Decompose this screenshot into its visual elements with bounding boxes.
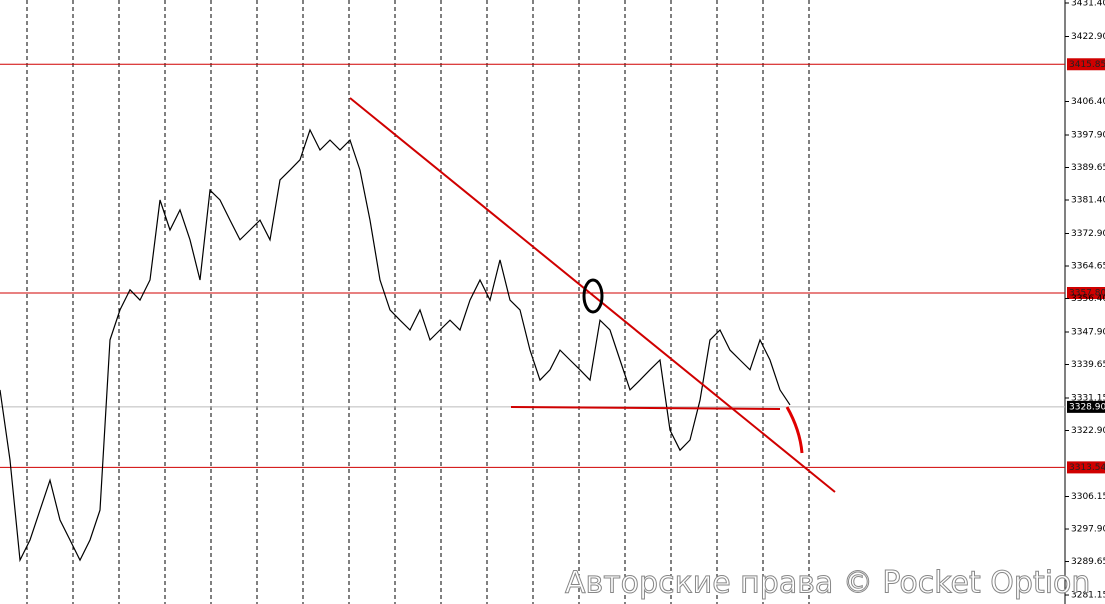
y-tick-label: 3306.15 <box>1071 492 1105 502</box>
highlight-ellipse <box>582 278 604 314</box>
y-tick-label: 3389.65 <box>1071 163 1105 173</box>
y-tick-label: 3431.40 <box>1071 0 1105 8</box>
price-line <box>0 128 791 563</box>
price-level-label: 3328.90 <box>1069 402 1105 412</box>
price-level-label: 3357.80 <box>1069 288 1105 298</box>
y-tick-label: 3406.40 <box>1071 97 1105 107</box>
y-tick-label: 3339.65 <box>1071 360 1105 370</box>
y-tick-label: 3397.90 <box>1071 130 1105 140</box>
y-tick-label: 3289.65 <box>1071 557 1105 567</box>
price-level-box <box>1067 58 1105 71</box>
trendline <box>349 97 836 493</box>
price-level-box <box>1067 400 1105 413</box>
price-level-label: 3313.54 <box>1069 463 1105 473</box>
price-series <box>0 128 791 563</box>
price-level-label: 3415.85 <box>1069 60 1105 70</box>
arrow-curve <box>785 406 804 454</box>
y-tick-label: 3372.90 <box>1071 229 1105 239</box>
price-level-box <box>1067 286 1105 299</box>
price-level-box <box>1067 461 1105 474</box>
y-axis: 3431.40 3422.90 3406.40 3397.90 3389.65 3381.… <box>1065 0 1105 601</box>
y-tick-label: 3356.40 <box>1071 294 1105 304</box>
y-tick-label: 3322.90 <box>1071 426 1105 436</box>
annotations <box>349 97 836 493</box>
y-tick-label: 3364.65 <box>1071 262 1105 272</box>
y-tick-label: 3381.40 <box>1071 196 1105 206</box>
watermark: Авторские права © Pocket Option <box>565 566 1090 601</box>
y-tick-label: 3347.90 <box>1071 328 1105 338</box>
y-tick-label: 3281.15 <box>1071 591 1105 601</box>
y-tick-label: 3297.90 <box>1071 525 1105 535</box>
support-line <box>510 406 781 410</box>
y-tick-label: 3331.15 <box>1071 394 1105 404</box>
y-tick-label: 3422.90 <box>1071 32 1105 42</box>
time-separators <box>26 0 810 604</box>
levels: 3415.85 3357.80 3313.54 3328.90 <box>0 58 1105 474</box>
